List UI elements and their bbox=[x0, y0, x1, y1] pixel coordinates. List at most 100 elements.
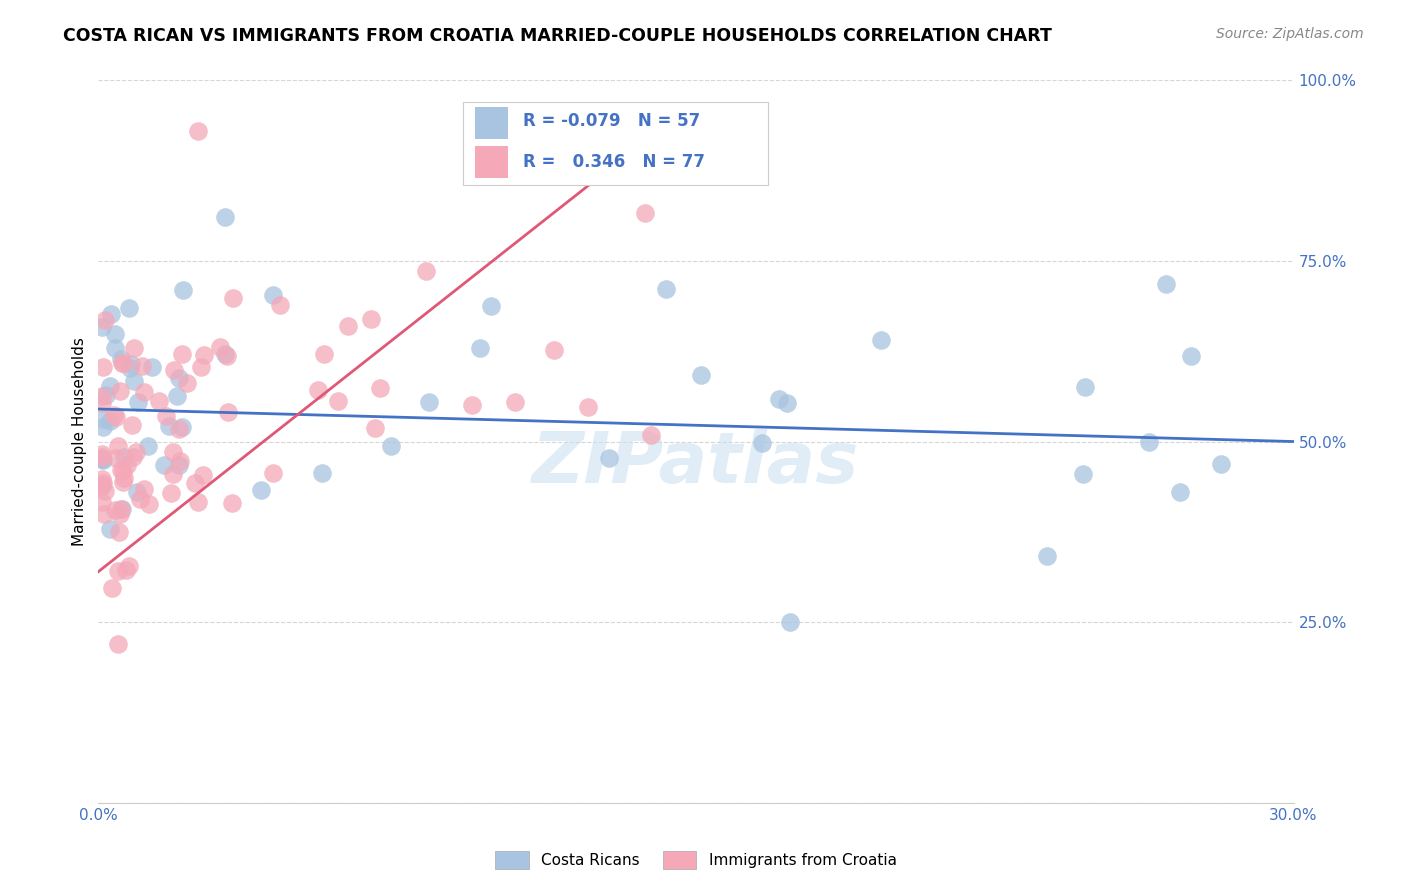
Point bbox=[364, 420, 387, 434]
Point bbox=[634, 206, 657, 220]
Point bbox=[91, 396, 114, 410]
Point bbox=[162, 444, 184, 458]
Point bbox=[103, 408, 125, 422]
Point bbox=[91, 452, 114, 467]
Point bbox=[107, 564, 129, 578]
Point bbox=[91, 450, 114, 464]
Point bbox=[172, 346, 194, 360]
FancyBboxPatch shape bbox=[475, 107, 509, 139]
Point bbox=[131, 359, 153, 373]
Point bbox=[136, 439, 159, 453]
Point bbox=[132, 384, 155, 399]
Point bbox=[108, 524, 131, 539]
Point bbox=[167, 422, 190, 436]
Point bbox=[103, 502, 125, 516]
Point bbox=[122, 374, 145, 388]
Point bbox=[751, 435, 773, 450]
Point bbox=[112, 471, 135, 485]
Point bbox=[1154, 277, 1177, 292]
Point bbox=[94, 483, 117, 498]
Point bbox=[104, 341, 127, 355]
Point bbox=[127, 395, 149, 409]
Point bbox=[100, 414, 122, 428]
Point bbox=[1180, 350, 1202, 364]
Point bbox=[214, 347, 236, 361]
Legend: Costa Ricans, Immigrants from Croatia: Costa Ricans, Immigrants from Croatia bbox=[489, 845, 903, 875]
Point bbox=[153, 458, 176, 473]
Point bbox=[166, 389, 188, 403]
Point bbox=[94, 313, 117, 327]
FancyBboxPatch shape bbox=[475, 146, 509, 178]
Point bbox=[115, 458, 138, 472]
Point bbox=[155, 409, 177, 423]
Point bbox=[689, 368, 711, 382]
Point bbox=[481, 299, 503, 313]
Point bbox=[112, 475, 135, 489]
Point bbox=[108, 384, 131, 398]
Point bbox=[1036, 549, 1059, 564]
Point bbox=[368, 381, 391, 395]
Point bbox=[468, 341, 491, 355]
Point bbox=[221, 496, 243, 510]
Text: R = -0.079   N = 57: R = -0.079 N = 57 bbox=[523, 112, 700, 130]
FancyBboxPatch shape bbox=[463, 102, 768, 185]
Point bbox=[326, 393, 349, 408]
Point bbox=[121, 417, 143, 432]
Point bbox=[250, 483, 273, 497]
Point bbox=[91, 447, 114, 461]
Point bbox=[111, 356, 134, 370]
Point bbox=[108, 508, 131, 522]
Point bbox=[640, 427, 662, 442]
Point bbox=[543, 343, 565, 358]
Point bbox=[118, 559, 141, 574]
Point bbox=[360, 311, 382, 326]
Point bbox=[167, 371, 190, 385]
Y-axis label: Married-couple Households: Married-couple Households bbox=[72, 337, 87, 546]
Point bbox=[91, 389, 114, 403]
Point bbox=[125, 444, 148, 458]
Point bbox=[120, 357, 142, 371]
Point bbox=[110, 502, 132, 516]
Point bbox=[598, 451, 620, 466]
Point bbox=[1074, 380, 1097, 394]
Point bbox=[162, 467, 184, 481]
Point bbox=[337, 319, 360, 334]
Point bbox=[187, 124, 209, 138]
Point bbox=[107, 637, 129, 651]
Point bbox=[122, 342, 145, 356]
Point bbox=[98, 522, 121, 536]
Point bbox=[159, 485, 181, 500]
Point bbox=[418, 394, 440, 409]
Point bbox=[141, 360, 163, 375]
Point bbox=[91, 452, 114, 467]
Point bbox=[505, 394, 527, 409]
Point bbox=[111, 502, 134, 516]
Point bbox=[110, 462, 132, 476]
Point bbox=[91, 476, 114, 491]
Point bbox=[104, 326, 127, 341]
Point bbox=[1071, 467, 1094, 482]
Point bbox=[157, 419, 180, 434]
Point bbox=[172, 284, 194, 298]
Point bbox=[91, 472, 114, 486]
Point bbox=[107, 439, 129, 453]
Point bbox=[94, 388, 117, 402]
Point bbox=[125, 484, 148, 499]
Point bbox=[314, 347, 336, 361]
Point bbox=[105, 409, 128, 424]
Text: ZIPatlas: ZIPatlas bbox=[533, 429, 859, 498]
Point bbox=[1137, 434, 1160, 449]
Point bbox=[111, 356, 134, 370]
Point bbox=[217, 405, 239, 419]
Point bbox=[91, 478, 114, 492]
Point bbox=[120, 361, 142, 376]
Point bbox=[93, 360, 115, 375]
Point bbox=[93, 508, 115, 522]
Point bbox=[262, 467, 284, 481]
Point bbox=[193, 348, 215, 362]
Point bbox=[91, 319, 114, 334]
Point bbox=[307, 383, 329, 397]
Point bbox=[128, 492, 150, 507]
Point bbox=[380, 439, 402, 453]
Point bbox=[776, 396, 799, 410]
